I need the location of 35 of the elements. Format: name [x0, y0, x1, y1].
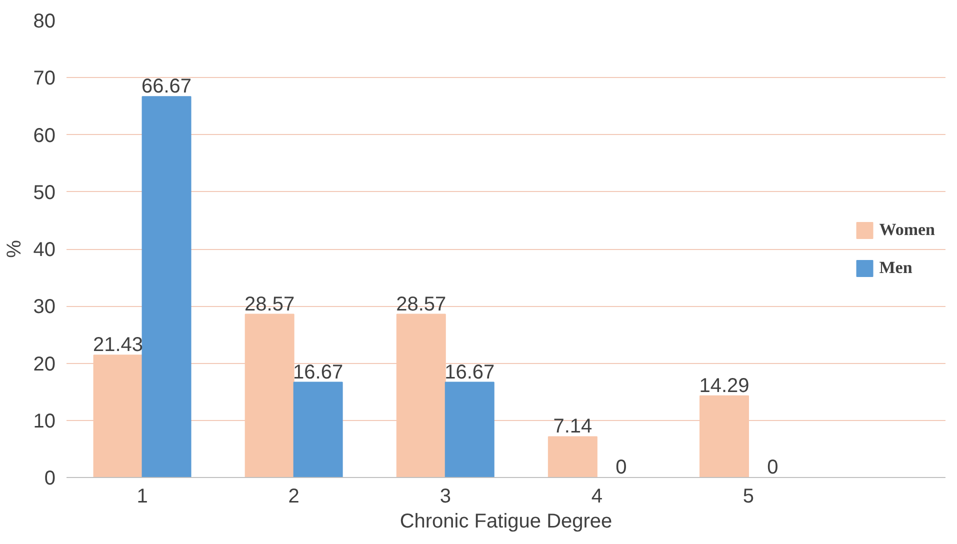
data-label: 16.67	[293, 361, 344, 384]
y-tick-label: 30	[33, 296, 56, 318]
bar	[293, 382, 343, 478]
bar	[396, 314, 446, 478]
data-label: 14.29	[699, 374, 750, 397]
bar	[93, 354, 143, 478]
bar	[444, 382, 494, 478]
data-label: 66.67	[142, 76, 192, 98]
x-tick-label: 2	[288, 486, 300, 508]
y-tick-label: 70	[33, 68, 56, 90]
y-axis-title: %	[3, 240, 26, 258]
y-tick-label: 80	[33, 10, 56, 32]
legend-label: Men	[879, 258, 912, 278]
y-tick-label: 10	[33, 410, 56, 432]
y-tick-label: 50	[33, 182, 56, 204]
x-axis-title: Chronic Fatigue Degree	[400, 510, 612, 532]
data-label: 0	[767, 456, 778, 478]
bar	[699, 395, 749, 478]
x-tick-label: 1	[136, 486, 148, 508]
data-label: 16.67	[444, 361, 495, 384]
bar	[244, 314, 294, 478]
x-tick-label: 5	[742, 486, 754, 508]
y-tick-label: 60	[33, 124, 56, 147]
bar	[548, 436, 598, 478]
y-tick-label: 40	[33, 239, 56, 261]
x-tick-label: 3	[440, 486, 451, 508]
data-label: 7.14	[553, 416, 592, 438]
data-label: 0	[616, 456, 627, 478]
x-tick-label: 4	[591, 486, 602, 508]
y-tick-label: 0	[44, 468, 56, 490]
y-tick-label: 20	[33, 353, 56, 376]
data-label: 28.57	[396, 293, 446, 316]
legend-label: Women	[879, 220, 935, 240]
bar	[142, 96, 192, 478]
data-label: 28.57	[244, 293, 295, 316]
